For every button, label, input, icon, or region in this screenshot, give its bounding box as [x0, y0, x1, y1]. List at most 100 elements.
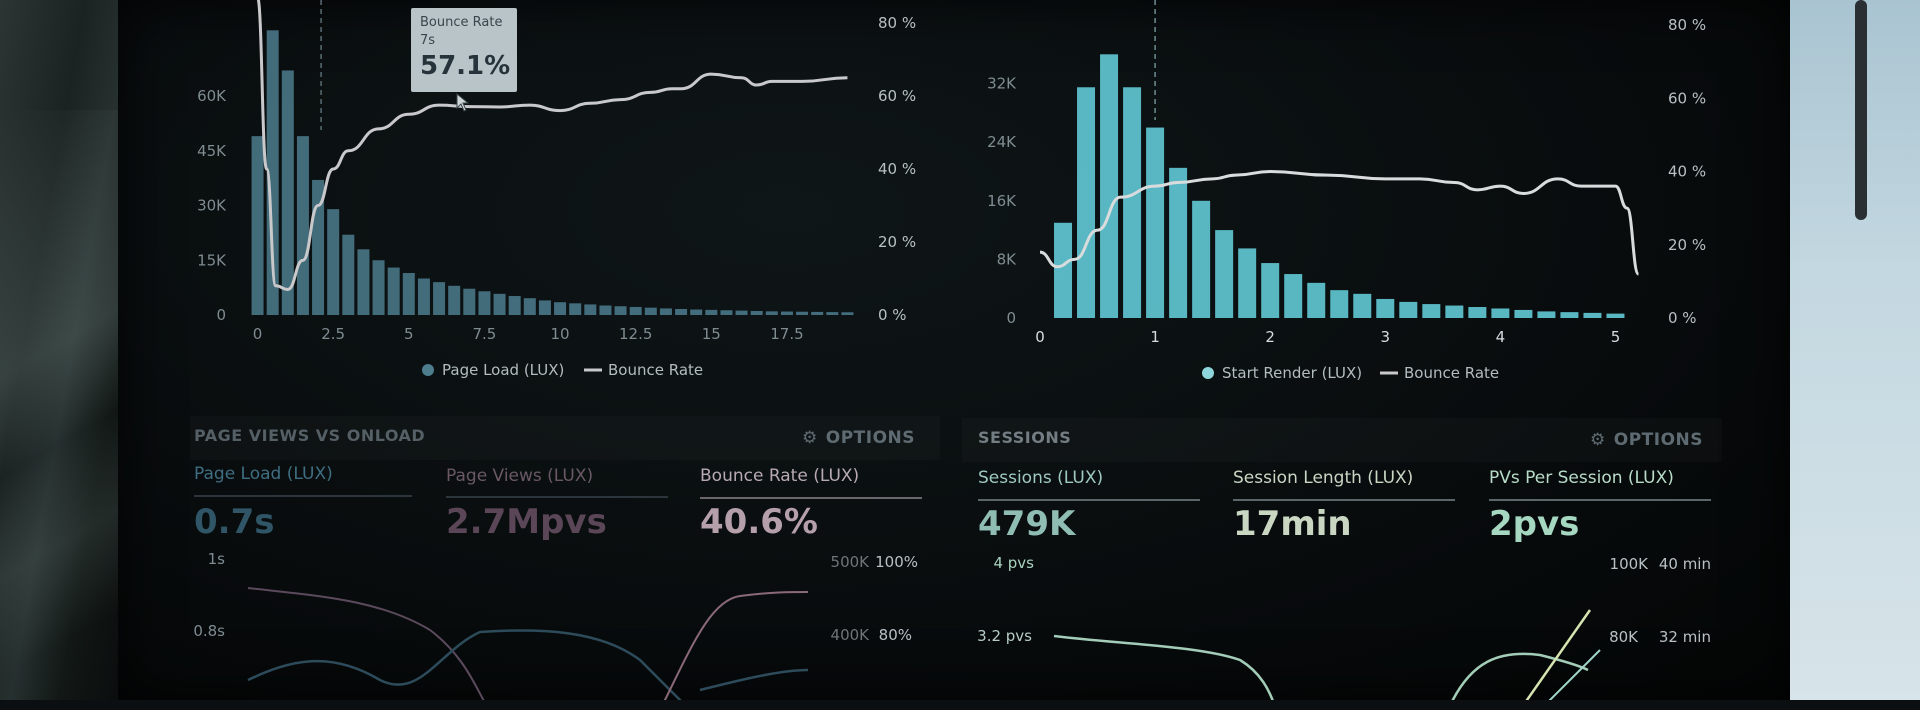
x-axis-tick: 0	[253, 325, 263, 343]
y-axis-left-tick: 16K	[987, 192, 1017, 210]
bounce-rate-tooltip: Bounce Rate 7s 57.1%	[411, 8, 517, 92]
legend-dot-icon	[422, 364, 434, 376]
chart-bar	[675, 308, 688, 315]
chart-bar	[1606, 313, 1625, 318]
mini-tick-right: 500K	[831, 553, 871, 571]
chart-bar	[1537, 311, 1556, 318]
chart-bar	[1491, 308, 1510, 318]
chart-bar	[1399, 301, 1418, 318]
chart-bar	[690, 309, 703, 315]
chart-bar	[659, 308, 672, 315]
x-axis-tick: 3	[1381, 328, 1391, 346]
chart-bar	[478, 291, 491, 315]
y-axis-right-tick: 60 %	[878, 87, 916, 105]
chart-bar	[1353, 293, 1372, 318]
mini-line-sessions	[1053, 634, 1274, 700]
chart-bar	[1468, 307, 1487, 318]
chart-bar	[750, 310, 763, 315]
chart-bar	[266, 30, 279, 316]
y-axis-left-tick: 0	[1006, 309, 1016, 327]
y-axis-right-tick: 0 %	[878, 306, 907, 324]
metric-label: Page Views (LUX)	[446, 466, 594, 486]
chart-bar	[251, 136, 264, 315]
metric-value: 40.6%	[700, 502, 818, 542]
chart-bar	[402, 273, 415, 315]
bounce-rate-line	[1039, 169, 1640, 276]
x-axis-tick: 2	[1265, 328, 1275, 346]
chart-bar	[1376, 298, 1395, 318]
chart-bar	[1054, 222, 1073, 318]
chart-bar	[1560, 312, 1579, 318]
dashboard-screen	[118, 0, 1867, 700]
chart-bar	[584, 304, 597, 315]
chart-bar	[1307, 282, 1326, 318]
chart-bar	[1100, 54, 1119, 319]
chart-bar	[433, 282, 446, 315]
chart-bar	[811, 311, 824, 315]
mini-tick-right: 80%	[879, 626, 912, 644]
options-button[interactable]: ⚙ OPTIONS	[802, 428, 915, 448]
y-axis-left-tick: 0	[216, 306, 226, 324]
y-axis-right-tick: 80 %	[878, 14, 916, 32]
metric-label: Page Load (LUX)	[194, 464, 333, 484]
chart-bar	[720, 310, 733, 315]
mini-line-bounce	[663, 591, 809, 700]
mini-tick-right: 32 min	[1659, 628, 1711, 646]
x-axis-tick: 7.5	[473, 325, 497, 343]
chart-bar	[1514, 309, 1533, 318]
chart-bar	[1261, 263, 1280, 318]
monitor-bezel	[0, 0, 120, 710]
metric-divider	[1489, 499, 1711, 501]
chart-bar	[463, 288, 476, 315]
chart-bar	[554, 302, 567, 315]
metric-value: 17min	[1233, 504, 1352, 544]
y-axis-left-tick: 30K	[197, 197, 227, 215]
tooltip-value: 57.1%	[420, 51, 511, 81]
x-axis-tick: 17.5	[770, 325, 803, 343]
mini-tick-left: 1s	[208, 550, 226, 568]
y-axis-right-tick: 40 %	[1668, 163, 1706, 181]
metric-label: Session Length (LUX)	[1233, 468, 1414, 488]
mini-tick-right: 100K	[1610, 555, 1650, 573]
mini-line-page-load-2	[699, 668, 809, 692]
chart-bar	[417, 278, 430, 315]
chart-bar	[1238, 248, 1257, 318]
y-axis-right-tick: 20 %	[878, 233, 916, 251]
legend-label: Start Render (LUX)	[1222, 364, 1362, 382]
chart-bar	[644, 307, 657, 315]
chart-bar	[569, 303, 582, 315]
y-axis-left-tick: 45K	[197, 142, 227, 160]
x-axis-tick: 10	[551, 325, 570, 343]
mini-tick-left: 4 pvs	[993, 554, 1034, 572]
legend-dot-icon	[1202, 367, 1214, 379]
gear-icon: ⚙	[1590, 430, 1606, 450]
chart-bar	[1330, 290, 1349, 318]
scrollbar[interactable]	[1855, 0, 1867, 220]
metric-value: 2pvs	[1489, 504, 1580, 544]
y-axis-right-tick: 60 %	[1668, 89, 1706, 107]
y-axis-left-tick: 24K	[987, 133, 1017, 151]
tooltip-subtitle: 7s	[420, 33, 436, 48]
chart-bar	[1146, 127, 1165, 318]
chart-bar	[493, 293, 506, 315]
metric-label: PVs Per Session (LUX)	[1489, 468, 1674, 488]
chart-bar	[1192, 200, 1211, 318]
legend-label: Page Load (LUX)	[442, 361, 564, 379]
legend-label: Bounce Rate	[608, 361, 703, 379]
mini-line-pvs	[1451, 652, 1589, 700]
metric-value: 479K	[978, 504, 1076, 544]
chart-bar	[281, 70, 294, 315]
chart-bar	[1422, 304, 1441, 318]
options-button[interactable]: ⚙ OPTIONS	[1590, 430, 1703, 450]
chart-bar	[1077, 87, 1096, 318]
metric-label: Sessions (LUX)	[978, 468, 1104, 488]
mini-tick-right: 100%	[875, 553, 918, 571]
chart-bar	[357, 249, 370, 315]
chart-bar	[448, 285, 461, 315]
chart-bar	[796, 311, 809, 315]
chart-bar	[765, 311, 778, 315]
y-axis-right-tick: 80 %	[1668, 16, 1706, 34]
mini-line-page-views	[247, 587, 485, 700]
